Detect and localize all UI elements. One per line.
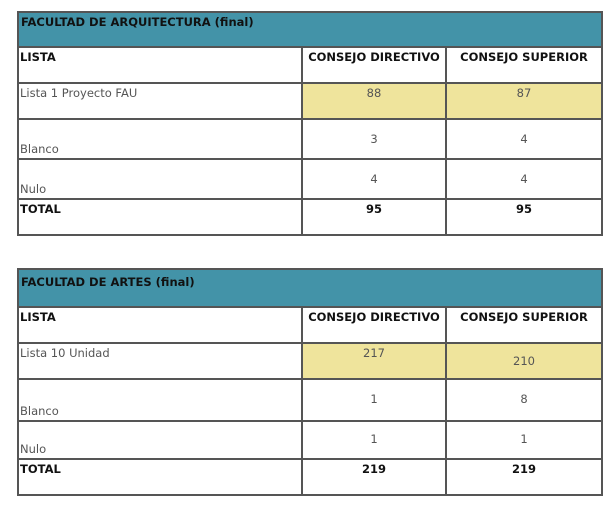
superior-value: 4 bbox=[520, 172, 528, 186]
total-directivo: 219 bbox=[303, 460, 447, 494]
total-row: TOTAL 219 219 bbox=[19, 460, 601, 494]
col-header-superior: CONSEJO SUPERIOR bbox=[460, 310, 588, 324]
list-name: Blanco bbox=[19, 380, 303, 420]
directivo-value: 3 bbox=[303, 120, 447, 158]
total-superior: 219 bbox=[511, 462, 536, 476]
total-superior: 95 bbox=[515, 202, 532, 216]
superior-value: 4 bbox=[520, 132, 528, 146]
table-row: Lista 10 Unidad 217 210 bbox=[19, 344, 601, 380]
table-row: Nulo 4 4 bbox=[19, 160, 601, 200]
results-table-artes: FACULTAD DE ARTES (final) LISTA CONSEJO … bbox=[17, 268, 603, 496]
col-header-lista: LISTA bbox=[19, 48, 303, 82]
directivo-value: 1 bbox=[303, 380, 447, 420]
header-row: LISTA CONSEJO DIRECTIVO CONSEJO SUPERIOR bbox=[19, 48, 601, 84]
directivo-value: 4 bbox=[303, 160, 447, 198]
table-row: Nulo 1 1 bbox=[19, 422, 601, 460]
superior-value: 1 bbox=[520, 432, 528, 446]
total-label: TOTAL bbox=[19, 200, 303, 234]
header-row: LISTA CONSEJO DIRECTIVO CONSEJO SUPERIOR bbox=[19, 308, 601, 344]
list-name: Nulo bbox=[19, 160, 303, 198]
list-name: Blanco bbox=[19, 120, 303, 158]
table-row: Lista 1 Proyecto FAU 88 87 bbox=[19, 84, 601, 120]
table-title: FACULTAD DE ARQUITECTURA (final) bbox=[19, 13, 601, 48]
list-name: Lista 1 Proyecto FAU bbox=[19, 84, 303, 118]
table-row: Blanco 3 4 bbox=[19, 120, 601, 160]
total-label: TOTAL bbox=[19, 460, 303, 494]
list-name: Lista 10 Unidad bbox=[19, 344, 303, 378]
superior-value: 87 bbox=[447, 84, 601, 118]
superior-value: 8 bbox=[520, 392, 528, 406]
directivo-value: 1 bbox=[303, 422, 447, 458]
list-name: Nulo bbox=[19, 422, 303, 458]
col-header-lista: LISTA bbox=[19, 308, 303, 342]
results-table-arquitectura: FACULTAD DE ARQUITECTURA (final) LISTA C… bbox=[17, 11, 603, 236]
directivo-value: 217 bbox=[303, 344, 447, 378]
superior-value: 210 bbox=[447, 344, 601, 378]
col-header-directivo: CONSEJO DIRECTIVO bbox=[303, 308, 447, 342]
table-row: Blanco 1 8 bbox=[19, 380, 601, 422]
directivo-value: 88 bbox=[303, 84, 447, 118]
col-header-directivo: CONSEJO DIRECTIVO bbox=[303, 48, 447, 82]
total-directivo: 95 bbox=[303, 200, 447, 234]
table-title: FACULTAD DE ARTES (final) bbox=[19, 270, 601, 308]
total-row: TOTAL 95 95 bbox=[19, 200, 601, 234]
col-header-superior: CONSEJO SUPERIOR bbox=[460, 50, 588, 64]
